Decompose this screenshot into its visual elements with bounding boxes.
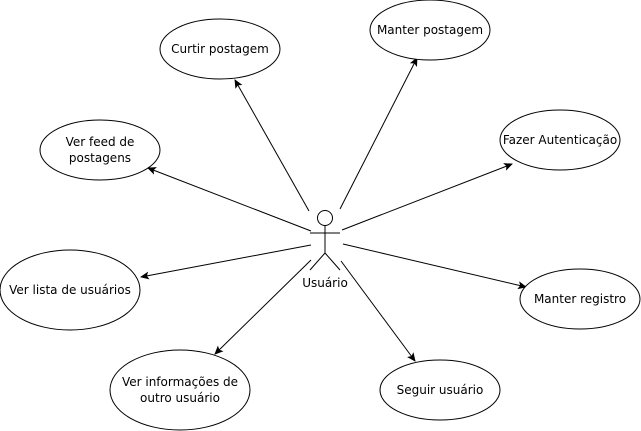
use-case-label-line-2: outro usuário	[140, 391, 220, 405]
association-seguir-usuario	[340, 260, 416, 362]
use-case-ver-feed[interactable]: Ver feed de postagens	[39, 119, 161, 181]
use-case-label: Manter registro	[534, 292, 626, 306]
use-case-label: Fazer Autenticação	[503, 133, 617, 147]
association-manter-postagem	[339, 57, 418, 210]
use-case-manter-registro[interactable]: Manter registro	[519, 268, 641, 330]
association-ver-feed	[147, 167, 312, 232]
associations	[140, 57, 527, 362]
use-case-label: Curtir postagem	[171, 42, 269, 56]
association-ver-informacoes	[214, 259, 312, 355]
association-ver-lista-usuarios	[140, 244, 312, 280]
use-case-ver-informacoes[interactable]: Ver informações de outro usuário	[109, 349, 251, 431]
use-case-curtir-postagem[interactable]: Curtir postagem	[159, 18, 281, 80]
association-fazer-autenticacao	[341, 163, 513, 231]
use-case-manter-postagem[interactable]: Manter postagem	[369, 0, 491, 61]
actor-label: Usuário	[302, 276, 348, 290]
use-case-fazer-autenticacao[interactable]: Fazer Autenticação	[499, 109, 621, 171]
association-curtir-postagem	[234, 79, 310, 212]
actor-figure-icon	[309, 210, 341, 271]
use-case-label-line-2: postagens	[69, 151, 131, 165]
use-case-label: Manter postagem	[377, 23, 483, 37]
association-manter-registro	[342, 243, 527, 290]
use-case-ver-lista-usuarios[interactable]: Ver lista de usuários	[0, 249, 141, 331]
use-case-label-line-1: Ver informações de	[122, 375, 238, 389]
use-case-label: Ver lista de usuários	[9, 283, 131, 297]
use-case-label-line-1: Ver feed de	[66, 135, 135, 149]
actor-usuario[interactable]: Usuário	[302, 210, 348, 291]
use-case-seguir-usuario[interactable]: Seguir usuário	[379, 359, 501, 421]
use-case-label: Seguir usuário	[397, 383, 484, 397]
